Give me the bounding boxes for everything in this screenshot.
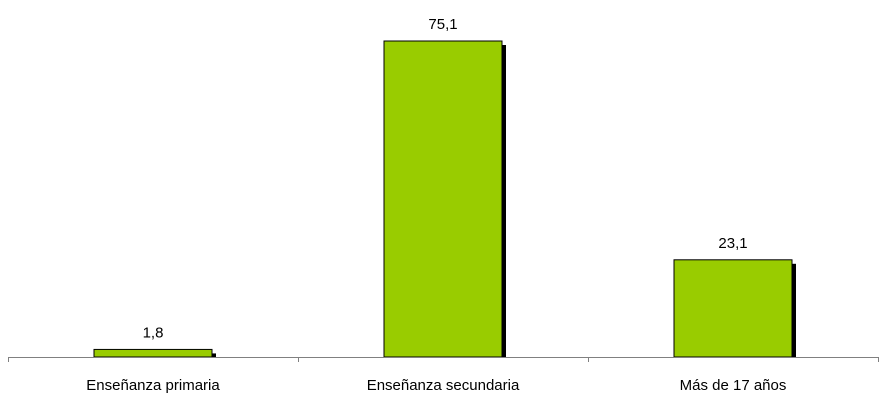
- bar: [383, 40, 503, 358]
- data-label: 75,1: [428, 16, 457, 33]
- data-labels: 1,8 75,1 23,1: [143, 16, 748, 341]
- data-label: 1,8: [143, 324, 164, 341]
- bars: [93, 40, 793, 358]
- x-tick-label: Enseñanza primaria: [86, 377, 220, 394]
- x-axis: [8, 357, 879, 362]
- x-tick-label: Enseñanza secundaria: [367, 377, 520, 394]
- bar: [673, 259, 793, 358]
- bar: [93, 348, 213, 358]
- data-label: 23,1: [718, 235, 747, 252]
- x-tick-label: Más de 17 años: [680, 377, 787, 394]
- x-tick-labels: Enseñanza primaria Enseñanza secundaria Má…: [86, 377, 786, 394]
